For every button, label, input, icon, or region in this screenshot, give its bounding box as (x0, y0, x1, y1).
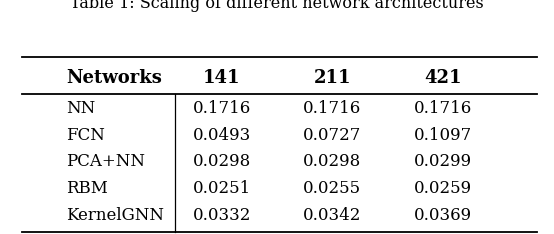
Text: 0.0299: 0.0299 (414, 154, 472, 170)
Text: 0.0255: 0.0255 (304, 180, 361, 197)
Text: 0.1716: 0.1716 (414, 100, 473, 117)
Text: Networks: Networks (66, 69, 162, 87)
Text: 0.0369: 0.0369 (414, 207, 472, 224)
Text: 0.1716: 0.1716 (192, 100, 251, 117)
Text: 0.1716: 0.1716 (303, 100, 362, 117)
Text: 0.0332: 0.0332 (192, 207, 251, 224)
Text: 0.0493: 0.0493 (192, 127, 251, 144)
Text: 0.0259: 0.0259 (414, 180, 472, 197)
Text: PCA+NN: PCA+NN (66, 154, 146, 170)
Text: 0.1097: 0.1097 (414, 127, 473, 144)
Text: 141: 141 (203, 69, 240, 87)
Text: 421: 421 (424, 69, 462, 87)
Text: 0.0251: 0.0251 (192, 180, 251, 197)
Text: NN: NN (66, 100, 96, 117)
Text: KernelGNN: KernelGNN (66, 207, 165, 224)
Text: 0.0298: 0.0298 (192, 154, 251, 170)
Text: RBM: RBM (66, 180, 109, 197)
Text: 0.0342: 0.0342 (303, 207, 362, 224)
Text: Table 1: Scaling of different network architectures: Table 1: Scaling of different network ar… (70, 0, 484, 12)
Text: 211: 211 (314, 69, 351, 87)
Text: FCN: FCN (66, 127, 105, 144)
Text: 0.0298: 0.0298 (303, 154, 362, 170)
Text: 0.0727: 0.0727 (303, 127, 362, 144)
